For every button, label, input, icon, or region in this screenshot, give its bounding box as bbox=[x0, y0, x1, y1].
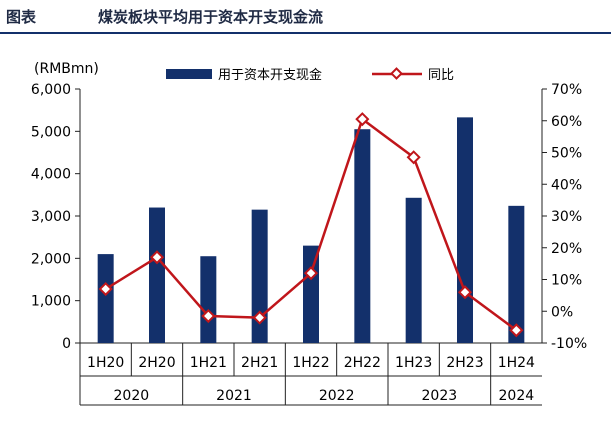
capex-bar bbox=[251, 209, 268, 343]
left-axis-tick-label: 1,000 bbox=[31, 294, 71, 310]
right-axis-tick-label: 70% bbox=[551, 82, 582, 98]
yoy-point bbox=[201, 308, 216, 324]
group-label: 2022 bbox=[319, 388, 355, 404]
category-label: 1H20 bbox=[87, 355, 124, 371]
yoy-point bbox=[98, 281, 113, 297]
right-axis-tick-label: 20% bbox=[551, 241, 582, 257]
right-axis-tick-label: 10% bbox=[551, 273, 582, 289]
yoy-point bbox=[355, 112, 370, 127]
legend-line-label: 同比 bbox=[428, 68, 454, 83]
figure-label: 图表 bbox=[6, 8, 37, 26]
left-axis-unit-label: (RMBmn) bbox=[34, 61, 99, 77]
category-label: 2H20 bbox=[138, 355, 175, 371]
legend: 用于资本开支现金 同比 bbox=[166, 67, 454, 83]
figure-header: 图表 煤炭板块平均用于资本开支现金流 bbox=[0, 0, 611, 40]
capex-bar bbox=[97, 254, 114, 343]
plot-area: 0 1,000 2,000 3,000 4,000 5,000 6,000 -10% 0% 10%… bbox=[31, 82, 587, 406]
capex-bar bbox=[200, 256, 217, 343]
right-axis-tick-label: 40% bbox=[551, 177, 582, 193]
yoy-point bbox=[303, 266, 319, 281]
legend-bar-label: 用于资本开支现金 bbox=[218, 67, 322, 83]
capex-bar bbox=[508, 205, 525, 343]
capex-bar bbox=[149, 207, 165, 343]
right-axis-tick-label: 50% bbox=[551, 146, 582, 162]
right-axis-tick-label: -10% bbox=[551, 336, 587, 352]
right-axis-tick-label: 0% bbox=[551, 304, 573, 320]
left-axis-tick-label: 4,000 bbox=[31, 167, 71, 183]
category-label: 1H24 bbox=[498, 355, 535, 371]
capex-bar bbox=[303, 245, 319, 343]
yoy-point bbox=[509, 323, 524, 338]
left-axis-tick-label: 3,000 bbox=[31, 209, 71, 225]
right-axis-tick-label: 60% bbox=[551, 114, 582, 130]
category-label: 2H22 bbox=[344, 355, 381, 371]
category-label: 2H21 bbox=[241, 355, 278, 371]
header-rule bbox=[0, 32, 611, 34]
yoy-point bbox=[149, 250, 165, 265]
yoy-point bbox=[252, 310, 267, 325]
category-label: 1H23 bbox=[395, 355, 432, 371]
left-axis-tick-label: 0 bbox=[62, 336, 71, 352]
yoy-point bbox=[406, 150, 421, 165]
capex-bar bbox=[457, 117, 473, 343]
figure-title: 煤炭板块平均用于资本开支现金流 bbox=[98, 8, 324, 26]
left-axis-tick-label: 6,000 bbox=[31, 82, 71, 98]
left-axis-tick-label: 2,000 bbox=[31, 251, 71, 267]
group-label: 2021 bbox=[216, 388, 252, 404]
yoy-point bbox=[457, 285, 473, 300]
left-axis-tick-label: 5,000 bbox=[31, 124, 71, 140]
capex-bar bbox=[354, 129, 371, 343]
category-label: 1H21 bbox=[190, 355, 227, 371]
group-label: 2023 bbox=[422, 388, 458, 404]
category-label: 2H23 bbox=[446, 355, 483, 371]
legend-bar-swatch bbox=[166, 69, 212, 79]
capex-bar bbox=[405, 197, 422, 343]
group-label: 2024 bbox=[499, 388, 535, 404]
category-label: 1H22 bbox=[292, 355, 329, 371]
group-label: 2020 bbox=[114, 388, 150, 404]
right-axis-tick-label: 30% bbox=[551, 209, 582, 225]
legend-line-marker bbox=[390, 67, 403, 80]
